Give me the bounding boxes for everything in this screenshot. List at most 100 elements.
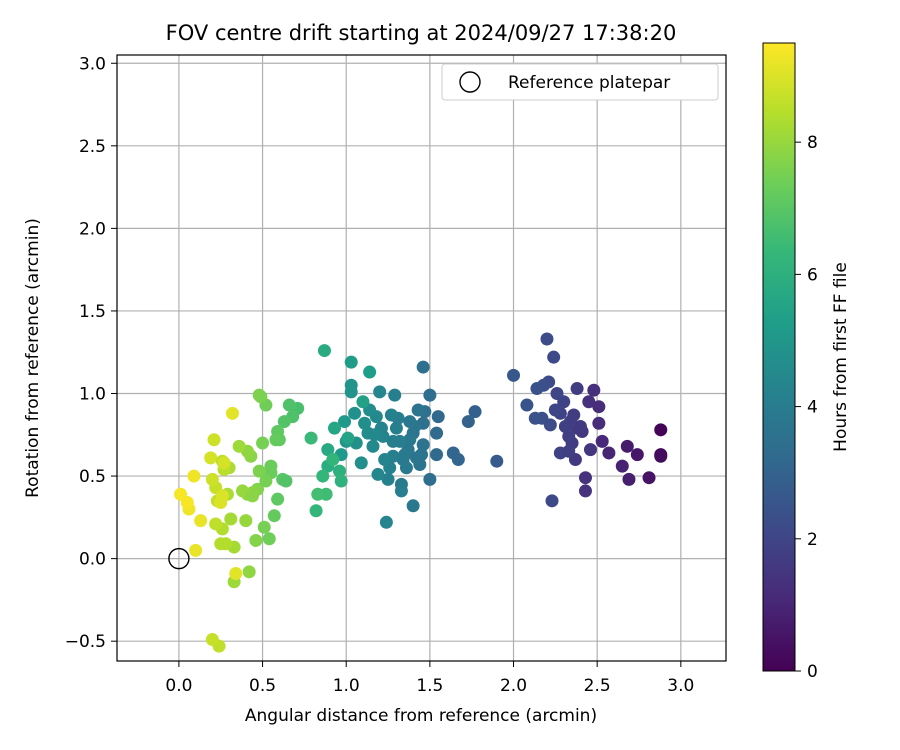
data-point xyxy=(507,368,521,382)
x-axis-label: Angular distance from reference (arcmin) xyxy=(245,706,597,726)
data-point xyxy=(430,448,444,462)
data-point xyxy=(595,434,609,448)
y-tick-label: −0.5 xyxy=(65,632,106,652)
data-point xyxy=(328,421,341,435)
data-point xyxy=(562,444,576,458)
data-point xyxy=(341,431,355,445)
data-point xyxy=(528,411,542,425)
data-point xyxy=(207,433,221,447)
data-point xyxy=(540,332,554,346)
data-point xyxy=(239,514,253,528)
y-tick-label: 0.0 xyxy=(79,550,106,570)
data-point xyxy=(394,484,408,498)
data-point xyxy=(409,451,423,465)
data-point xyxy=(578,484,592,498)
x-tick-label: 1.5 xyxy=(416,676,443,696)
data-point xyxy=(545,494,559,508)
data-point xyxy=(490,454,504,468)
data-point xyxy=(282,398,296,412)
data-point xyxy=(468,405,482,419)
data-point xyxy=(622,472,636,486)
legend-marker-icon xyxy=(459,71,481,93)
data-point xyxy=(602,446,616,460)
data-point xyxy=(446,446,460,460)
data-point xyxy=(316,469,330,483)
data-point xyxy=(229,566,243,580)
data-point xyxy=(262,532,276,546)
data-point xyxy=(582,395,596,409)
data-point xyxy=(570,382,584,396)
data-point xyxy=(279,474,293,488)
data-point xyxy=(232,439,246,453)
data-point xyxy=(642,471,656,485)
data-point xyxy=(548,403,562,417)
data-point xyxy=(326,453,340,467)
data-point xyxy=(423,388,437,402)
data-point xyxy=(520,398,534,412)
data-point xyxy=(430,426,444,440)
y-tick-label: 0.5 xyxy=(79,467,106,487)
colorbar-tick-label: 6 xyxy=(807,265,818,285)
colorbar xyxy=(762,42,796,672)
data-point xyxy=(398,448,412,462)
x-tick-label: 1.0 xyxy=(333,676,360,696)
data-point xyxy=(235,484,249,498)
y-axis-ticks: −0.5 0.0 0.5 1.0 1.5 2.0 2.5 3.0 xyxy=(65,54,117,652)
data-point xyxy=(530,382,544,396)
x-axis-ticks: 0.0 0.5 1.0 1.5 2.0 2.5 3.0 xyxy=(165,661,694,696)
data-point xyxy=(174,487,188,501)
data-point xyxy=(573,420,587,434)
data-point xyxy=(304,431,318,445)
data-point xyxy=(269,433,283,447)
data-point xyxy=(567,408,581,422)
data-point xyxy=(461,415,475,429)
data-point xyxy=(214,537,228,551)
y-tick-label: 2.0 xyxy=(79,219,106,239)
data-point xyxy=(252,388,266,402)
data-point xyxy=(246,489,260,503)
data-point xyxy=(187,469,201,483)
data-point xyxy=(344,385,358,399)
data-point xyxy=(317,344,331,358)
colorbar-tick-label: 2 xyxy=(807,530,818,550)
y-tick-label: 3.0 xyxy=(79,54,106,74)
data-point xyxy=(309,504,323,518)
data-point xyxy=(583,443,597,457)
data-point xyxy=(194,514,208,528)
chart-title: FOV centre drift starting at 2024/09/27 … xyxy=(166,21,677,45)
data-point xyxy=(338,415,352,429)
data-point xyxy=(615,459,629,473)
data-point xyxy=(386,434,400,448)
colorbar-tick-label: 0 xyxy=(807,662,818,682)
data-point xyxy=(311,487,325,501)
colorbar-tick-label: 8 xyxy=(807,133,818,153)
data-point xyxy=(209,517,223,531)
data-point xyxy=(224,512,238,526)
data-point xyxy=(592,416,606,430)
data-point xyxy=(205,633,219,647)
x-tick-label: 2.0 xyxy=(500,676,527,696)
y-tick-label: 1.5 xyxy=(79,302,106,322)
data-point xyxy=(371,467,385,481)
colorbar-tick-label: 4 xyxy=(807,398,818,418)
data-point xyxy=(321,443,335,457)
x-tick-label: 0.0 xyxy=(165,676,192,696)
data-point xyxy=(550,387,564,401)
data-point xyxy=(592,400,606,414)
data-point xyxy=(257,520,271,534)
data-point xyxy=(267,509,281,523)
data-point xyxy=(384,408,398,422)
legend-label: Reference platepar xyxy=(508,73,670,93)
legend: Reference platepar xyxy=(441,63,719,101)
colorbar-label: Hours from first FF file xyxy=(831,262,851,452)
data-point xyxy=(620,439,634,453)
data-point xyxy=(379,515,393,529)
plot-frame xyxy=(116,54,727,662)
data-point xyxy=(547,350,561,364)
data-point xyxy=(630,448,644,462)
data-point xyxy=(562,429,576,443)
data-point xyxy=(189,543,203,557)
data-point xyxy=(259,474,273,488)
data-point xyxy=(543,418,557,432)
